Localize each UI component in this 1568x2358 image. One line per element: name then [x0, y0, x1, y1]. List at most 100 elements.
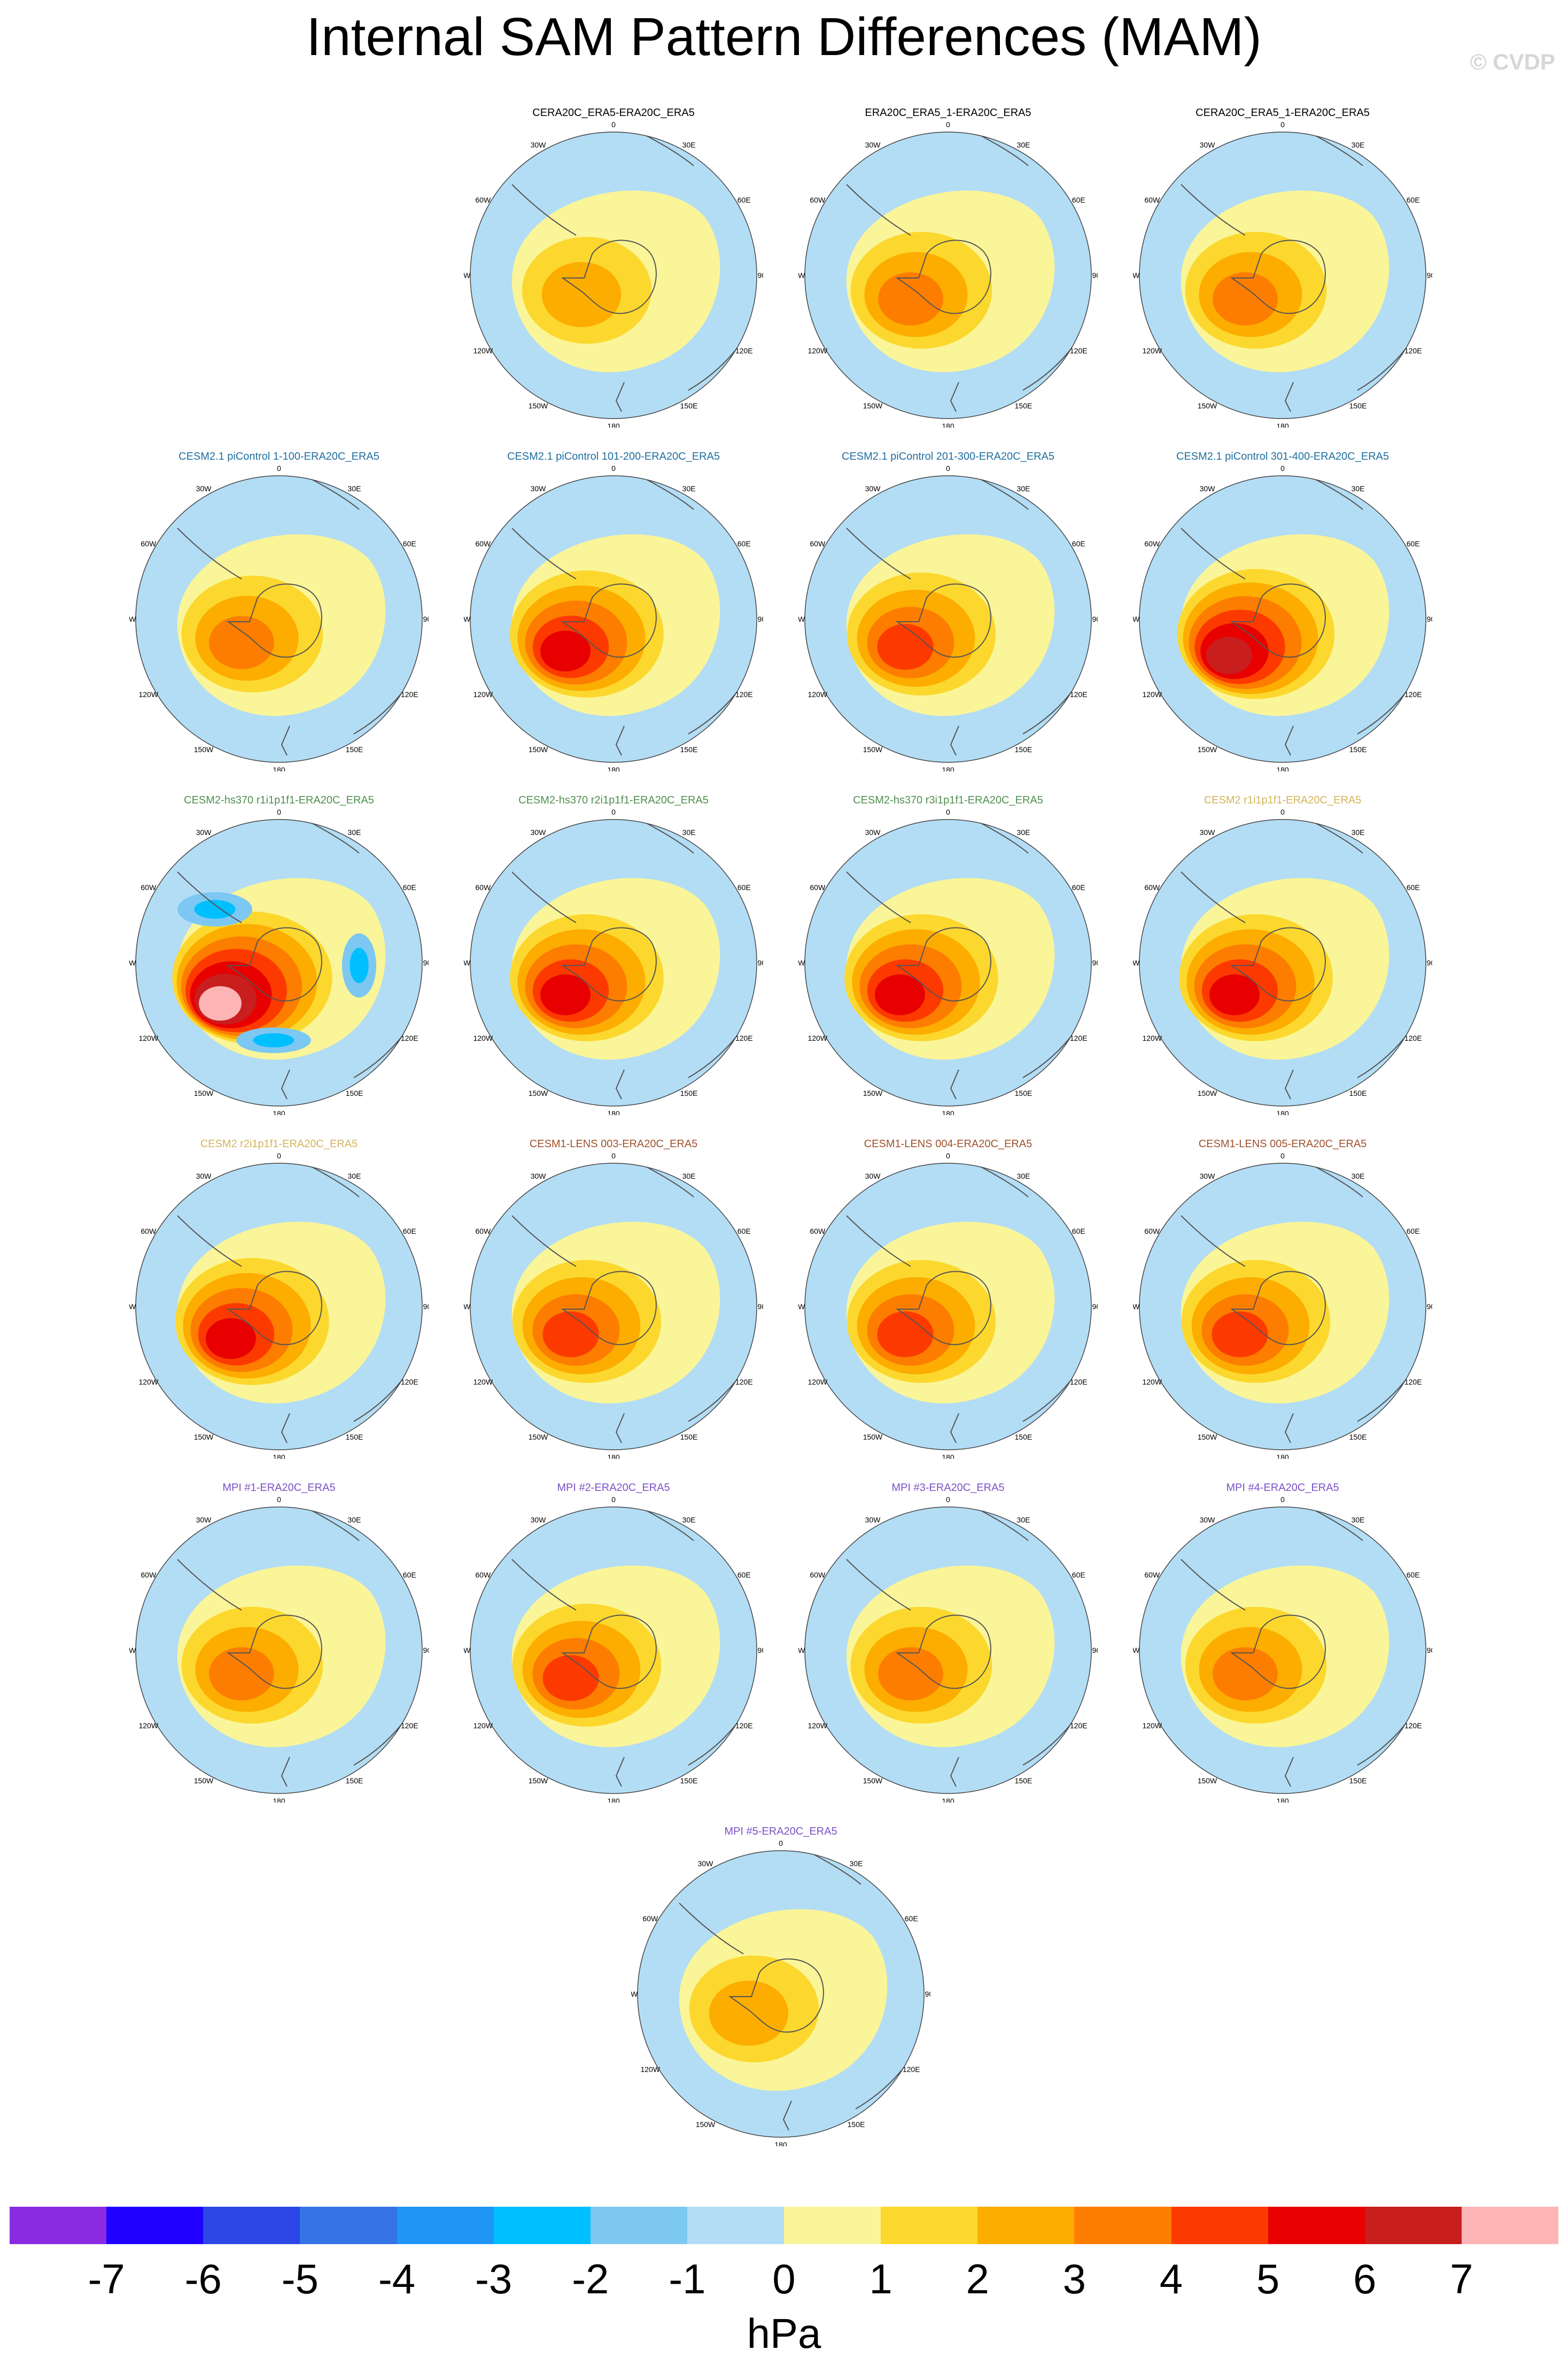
longitude-label: 150E	[1015, 1089, 1033, 1097]
africa-coastline	[645, 478, 694, 510]
new-zealand-coastline	[281, 1069, 290, 1100]
antarctica-coastline	[226, 1614, 322, 1689]
longitude-label: 0	[946, 808, 950, 816]
antarctica-coastline	[895, 1614, 991, 1689]
longitude-label: 90W	[631, 1990, 638, 1998]
south-america-coastline	[1181, 528, 1246, 579]
contour-level-3	[878, 1647, 943, 1700]
colorbar-label: -4	[378, 2255, 416, 2302]
colorbar-box	[1268, 2207, 1365, 2244]
longitude-label: 90W	[129, 958, 136, 967]
map-panel: CESM2.1 piControl 101-200-ERA20C_ERA5 0 30…	[464, 451, 763, 771]
colorbar-box	[493, 2207, 591, 2244]
longitude-label: 120W	[808, 1378, 827, 1386]
longitude-label: 180	[1276, 1109, 1289, 1115]
longitude-label: 30E	[348, 1172, 361, 1180]
longitude-label: 60W	[1144, 883, 1160, 892]
longitude-label: 60E	[1072, 196, 1085, 204]
colorbar-box	[397, 2207, 494, 2244]
longitude-label: 180	[607, 1797, 620, 1803]
longitude-label: 90W	[464, 958, 471, 967]
colorbar-box	[1171, 2207, 1268, 2244]
new-zealand-coastline	[950, 1069, 959, 1100]
longitude-label: 90W	[798, 615, 805, 623]
longitude-label: 60E	[738, 196, 751, 204]
polar-map: 0 30E 60E 90E 120E 150E 180 150W 120W 90W 60W 30W	[1133, 120, 1432, 428]
map-panel: MPI #5-ERA20C_ERA5 0 30E 60E 90E 120E 150E 180 1…	[631, 1826, 930, 2146]
africa-coastline	[980, 478, 1029, 510]
longitude-label: 0	[1280, 808, 1285, 816]
longitude-label: 30W	[1200, 1516, 1216, 1524]
africa-coastline	[1314, 1510, 1363, 1541]
longitude-label: 90W	[464, 1646, 471, 1655]
longitude-label: 30W	[1200, 141, 1216, 149]
new-zealand-coastline	[615, 382, 625, 412]
longitude-label: 180	[273, 1453, 285, 1459]
south-america-coastline	[846, 1559, 911, 1611]
contour-level-3	[209, 1647, 274, 1700]
polar-map: 0 30E 60E 90E 120E 150E 180 150W 120W 90W 60W 30W	[1133, 808, 1432, 1115]
longitude-label: 60W	[1144, 196, 1160, 204]
longitude-label: 90E	[1092, 1302, 1098, 1311]
longitude-label: 0	[277, 1495, 281, 1504]
longitude-label: 180	[607, 422, 620, 428]
longitude-label: 60E	[1072, 1227, 1085, 1235]
polar-map: 0 30E 60E 90E 120E 150E 180 150W 120W 90W 60W 30W	[129, 464, 429, 771]
longitude-label: 120W	[138, 1721, 158, 1730]
longitude-label: 180	[273, 1109, 285, 1115]
map-border	[470, 819, 757, 1107]
longitude-label: 0	[779, 1839, 783, 1847]
longitude-label: 150E	[680, 745, 698, 754]
longitude-label: 30E	[1017, 1172, 1030, 1180]
south-america-coastline	[177, 871, 242, 923]
longitude-label: 60E	[738, 1227, 751, 1235]
longitude-label: 30E	[682, 828, 696, 837]
longitude-label: 180	[273, 1797, 285, 1803]
longitude-label: 90E	[925, 1990, 930, 1998]
panel-title: CERA20C_ERA5_1-ERA20C_ERA5	[1196, 107, 1370, 119]
colorbar-box	[300, 2207, 397, 2244]
longitude-label: 30E	[1017, 484, 1030, 493]
longitude-label: 120W	[1142, 690, 1162, 699]
longitude-label: 90E	[1092, 615, 1098, 623]
longitude-label: 150E	[1015, 745, 1033, 754]
longitude-label: 120E	[1070, 346, 1088, 355]
africa-coastline	[645, 1166, 694, 1197]
colorbar-label: 6	[1353, 2255, 1377, 2302]
longitude-label: 150E	[1349, 401, 1367, 410]
longitude-label: 90W	[464, 615, 471, 623]
watermark: © CVDP	[1470, 49, 1555, 74]
longitude-label: 60W	[141, 1227, 157, 1235]
panel-title: MPI #4-ERA20C_ERA5	[1226, 1482, 1339, 1494]
longitude-label: 180	[1276, 1453, 1289, 1459]
colorbar-label: 5	[1256, 2255, 1280, 2302]
africa-coastline	[980, 1166, 1029, 1197]
longitude-label: 180	[607, 766, 620, 771]
new-zealand-coastline	[1284, 382, 1294, 412]
longitude-label: 180	[942, 422, 954, 428]
antarctica-coastline	[1230, 583, 1326, 658]
longitude-label: 60E	[1072, 883, 1085, 892]
polar-map: 0 30E 60E 90E 120E 150E 180 150W 120W 90W 60W 30W	[129, 1151, 429, 1459]
longitude-label: 30W	[531, 1516, 547, 1524]
map-border	[804, 1163, 1092, 1450]
longitude-label: 180	[1276, 422, 1289, 428]
panel-title: MPI #5-ERA20C_ERA5	[724, 1826, 837, 1837]
panel-title: CESM2.1 piControl 101-200-ERA20C_ERA5	[507, 451, 720, 462]
new-zealand-coastline	[950, 1757, 959, 1787]
longitude-label: 120E	[401, 690, 418, 699]
polar-map: 0 30E 60E 90E 120E 150E 180 150W 120W 90W 60W 30W	[798, 1151, 1098, 1459]
longitude-label: 90W	[464, 1302, 471, 1311]
longitude-label: 120W	[1142, 1034, 1162, 1042]
longitude-label: 90W	[798, 1302, 805, 1311]
new-zealand-coastline	[950, 1413, 959, 1443]
longitude-label: 90E	[758, 1302, 763, 1311]
africa-coastline	[645, 135, 694, 166]
longitude-label: 0	[1280, 1151, 1285, 1160]
longitude-label: 60E	[1407, 1227, 1420, 1235]
negative-anomaly-core	[253, 1033, 294, 1048]
longitude-label: 120W	[138, 1378, 158, 1386]
longitude-label: 30W	[1200, 484, 1216, 493]
africa-coastline	[645, 822, 694, 854]
colorbar-box	[106, 2207, 204, 2244]
